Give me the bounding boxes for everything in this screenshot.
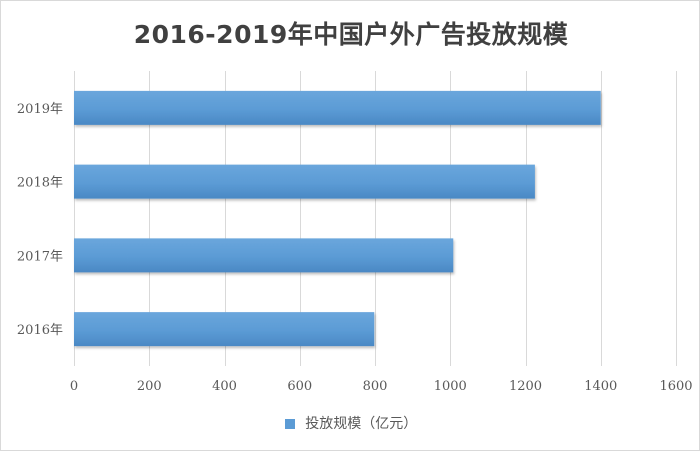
x-tick-labels: 0 200 400 600 800 1000 1200 1400 1600	[70, 379, 693, 394]
bars	[74, 90, 601, 347]
category-labels: 2019年 2018年 2017年 2016年	[17, 102, 63, 338]
bar	[74, 238, 454, 273]
legend-swatch	[284, 419, 295, 429]
x-tick-label: 0	[70, 379, 78, 394]
x-tick-label: 400	[212, 379, 237, 394]
x-tick-label: 200	[137, 379, 162, 394]
category-label: 2019年	[17, 102, 63, 117]
x-tick-label: 1200	[509, 379, 542, 394]
category-label: 2018年	[17, 176, 63, 191]
x-tick-label: 1600	[659, 379, 692, 394]
bar	[74, 312, 375, 347]
legend: 投放规模（亿元）	[1, 413, 700, 433]
chart-title: 2016-2019年中国户外广告投放规模	[133, 20, 569, 49]
x-tick-label: 1400	[584, 379, 617, 394]
category-label: 2016年	[17, 323, 63, 338]
category-label: 2017年	[17, 249, 63, 264]
legend-label: 投放规模（亿元）	[305, 416, 418, 432]
bar	[74, 90, 601, 125]
x-tick-label: 1000	[434, 379, 467, 394]
bar	[74, 164, 535, 199]
x-tick-label: 600	[287, 379, 312, 394]
x-tick-label: 800	[363, 379, 388, 394]
